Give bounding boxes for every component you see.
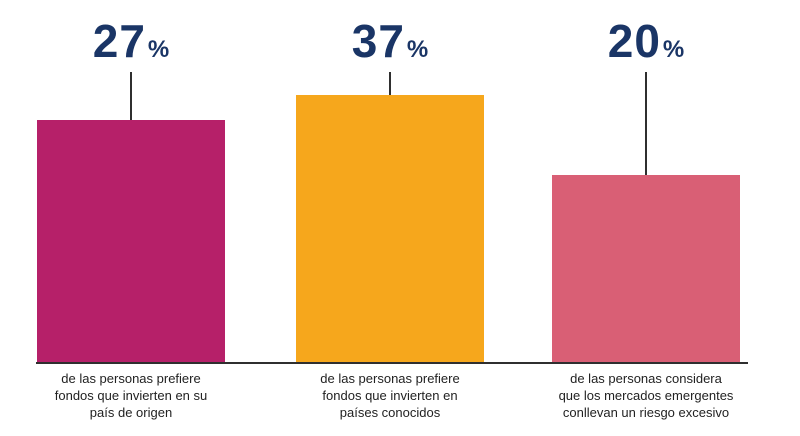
bar-column-3: 20% de las personas considera que los me… <box>526 0 766 436</box>
caption-line: fondos que invierten en su <box>54 387 208 403</box>
caption-line: de las personas prefiere <box>61 371 201 386</box>
bar-known-countries <box>296 95 484 362</box>
bar-caption: de las personas considera que los mercad… <box>526 371 766 422</box>
percent-number: 37 <box>351 15 405 67</box>
bar-value-label: 20% <box>526 14 766 68</box>
bar-column-1: 27% de las personas prefiere fondos que … <box>11 0 251 436</box>
connector-line <box>645 72 647 175</box>
percent-sign: % <box>406 36 429 63</box>
percent-sign: % <box>662 36 685 63</box>
bar-home-country <box>37 120 225 362</box>
caption-line: países conocidos <box>339 404 441 420</box>
percent-sign: % <box>147 36 170 63</box>
bar-emerging-markets <box>552 175 740 362</box>
bar-column-2: 37% de las personas prefiere fondos que … <box>270 0 510 436</box>
caption-line: de las personas prefiere <box>320 371 460 386</box>
connector-line <box>389 72 391 95</box>
percent-number: 20 <box>607 15 661 67</box>
bar-caption: de las personas prefiere fondos que invi… <box>11 371 251 422</box>
bar-value-label: 37% <box>270 14 510 68</box>
caption-line: país de origen <box>89 404 173 420</box>
bar-value-label: 27% <box>11 14 251 68</box>
caption-line: fondos que invierten en <box>322 387 458 403</box>
connector-line <box>130 72 132 120</box>
caption-line: de las personas considera <box>570 371 722 386</box>
caption-line: conllevan un riesgo excesivo <box>562 404 730 420</box>
axis-baseline <box>36 362 748 364</box>
percent-number: 27 <box>92 15 146 67</box>
caption-line: que los mercados emergentes <box>558 387 734 403</box>
bar-caption: de las personas prefiere fondos que invi… <box>270 371 510 422</box>
